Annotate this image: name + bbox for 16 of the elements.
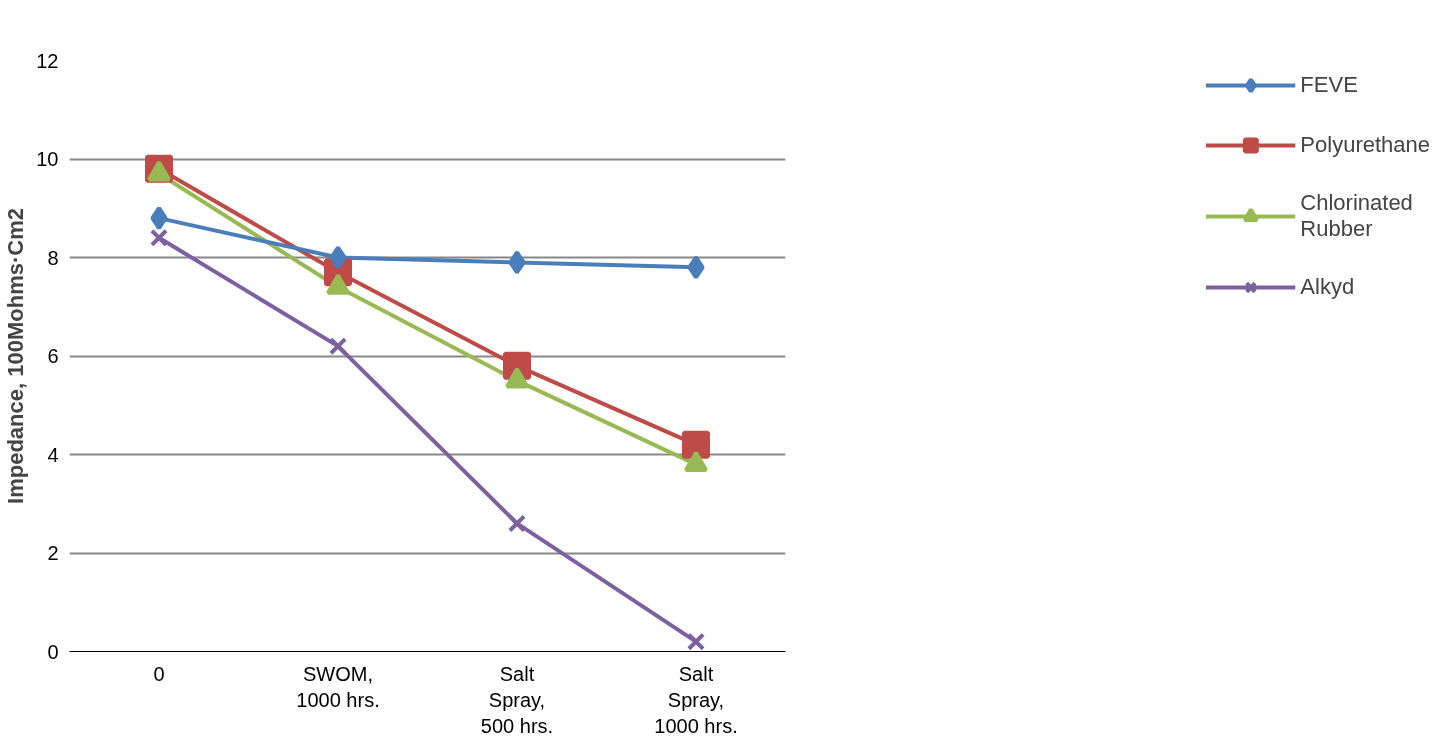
y-axis-title: Impedance, 100Mohms·Cm2 [3,208,29,504]
legend-label: FEVE [1300,71,1358,99]
x-tick-label: SWOM, 1000 hrs. [296,662,380,711]
y-tick-label: 6 [47,345,59,367]
y-tick-label: 8 [47,246,59,269]
legend-label: Alkyd [1300,273,1355,301]
y-tick-label: 10 [36,148,59,170]
legend-label: Polyurethane [1300,131,1430,159]
y-tick-label: 4 [47,443,59,466]
x-tick-label: 0 [153,662,165,685]
y-tick-label: 0 [47,640,59,663]
x-tick-label: Salt Spray, 500 hrs. [480,662,554,738]
x-tick-label: Salt Spray, 1000 hrs. [654,662,738,738]
y-tick-label: 2 [47,542,59,564]
legend-label: Chlorinated Rubber [1300,190,1413,242]
y-tick-label: 12 [36,49,59,72]
